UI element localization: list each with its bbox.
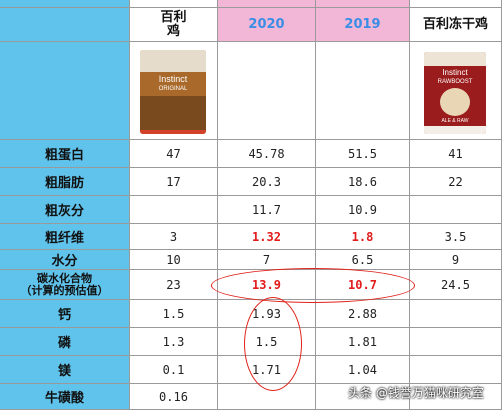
table-cell xyxy=(410,356,502,384)
highlight-oval-carbs xyxy=(211,268,415,303)
table-cell: 1.32 xyxy=(218,224,316,250)
table-cell: 17 xyxy=(130,168,218,196)
table-cell: 18.6 xyxy=(316,168,410,196)
product-bag-rawboost-image: Instinct RAWBOOST ALE & RAW xyxy=(424,52,486,134)
table-cell: 22 xyxy=(410,168,502,196)
row-label-line: 水分 xyxy=(51,254,78,269)
table-cell: 41 xyxy=(410,140,502,168)
top-strip-c2 xyxy=(218,0,316,8)
top-strip-c1 xyxy=(130,0,218,8)
top-strip-c4 xyxy=(410,0,502,8)
image-cell-2 xyxy=(218,42,316,140)
product-bag2-brand: Instinct xyxy=(442,68,468,77)
table-cell: 10.9 xyxy=(316,196,410,224)
product-bag-original-image: Instinct ORIGINAL xyxy=(140,50,206,134)
table-cell: 23 xyxy=(130,270,218,300)
product-bag2-window xyxy=(440,88,470,116)
row-label-0: 粗蛋白 xyxy=(0,140,130,168)
table-cell: 6.5 xyxy=(316,250,410,270)
table-cell: 2.88 xyxy=(316,300,410,328)
row-label-line: 钙 xyxy=(57,308,71,323)
row-label-line: 镁 xyxy=(57,364,71,379)
table-cell: 9 xyxy=(410,250,502,270)
row-label-8: 镁 xyxy=(0,356,130,384)
table-cell: 1.81 xyxy=(316,328,410,356)
image-cell-3 xyxy=(316,42,410,140)
header-year-2019: 2019 xyxy=(316,8,410,42)
table-cell: 51.5 xyxy=(316,140,410,168)
row-label-line: 碳水化合物 xyxy=(37,271,92,285)
product-bag2-line: ALE & RAW xyxy=(441,118,469,124)
header-blank xyxy=(0,8,130,42)
table-cell xyxy=(410,300,502,328)
product-bag-sub: ORIGINAL xyxy=(158,86,188,92)
image-cell-1: Instinct ORIGINAL xyxy=(130,42,218,140)
table-cell: 1.3 xyxy=(130,328,218,356)
highlight-oval-minerals xyxy=(244,297,302,391)
table-cell: 47 xyxy=(130,140,218,168)
table-cell: 1.5 xyxy=(130,300,218,328)
row-label-line: 粗纤维 xyxy=(44,231,84,246)
table-cell: 11.7 xyxy=(218,196,316,224)
watermark: 头条 @钱誉万猫咪研究室 xyxy=(348,386,484,400)
row-label-9: 牛磺酸 xyxy=(0,384,130,410)
row-label-3: 粗纤维 xyxy=(0,224,130,250)
table-cell: 45.78 xyxy=(218,140,316,168)
row-label-line: 牛磺酸 xyxy=(44,391,84,406)
product-bag-brand: Instinct xyxy=(158,74,188,84)
table-cell: 24.5 xyxy=(410,270,502,300)
corner-strip xyxy=(0,0,130,8)
table-cell: 10 xyxy=(130,250,218,270)
row-label-2: 粗灰分 xyxy=(0,196,130,224)
product-bag2-sub: RAWBOOST xyxy=(437,79,473,85)
top-strip-c3 xyxy=(316,0,410,8)
table-cell xyxy=(130,196,218,224)
table-cell: 20.3 xyxy=(218,168,316,196)
header-product-1: 百利 鸡 xyxy=(130,8,218,42)
table-cell xyxy=(410,196,502,224)
table-cell: 1.04 xyxy=(316,356,410,384)
table-cell: 3.5 xyxy=(410,224,502,250)
row-label-line: 磷 xyxy=(57,336,71,351)
table-cell: 1.8 xyxy=(316,224,410,250)
row-label-line: （计算的预估值） xyxy=(20,283,109,297)
image-row-label xyxy=(0,42,130,140)
image-cell-4: Instinct RAWBOOST ALE & RAW xyxy=(410,42,502,140)
header-year-2020: 2020 xyxy=(218,8,316,42)
table-cell: 3 xyxy=(130,224,218,250)
table-cell xyxy=(410,328,502,356)
row-label-6: 钙 xyxy=(0,300,130,328)
row-label-line: 粗灰分 xyxy=(44,204,84,219)
row-label-5: 碳水化合物 （计算的预估值） xyxy=(0,270,130,300)
header-product-1-line1: 百利 xyxy=(160,9,187,25)
row-label-4: 水分 xyxy=(0,250,130,270)
table-cell: 0.16 xyxy=(130,384,218,410)
row-label-line: 粗脂肪 xyxy=(44,176,84,191)
row-label-1: 粗脂肪 xyxy=(0,168,130,196)
row-label-7: 磷 xyxy=(0,328,130,356)
table-cell: 7 xyxy=(218,250,316,270)
header-product-4: 百利冻干鸡 xyxy=(410,8,502,42)
row-label-line: 粗蛋白 xyxy=(44,148,84,163)
header-product-1-line2: 鸡 xyxy=(166,23,180,39)
table-cell: 0.1 xyxy=(130,356,218,384)
